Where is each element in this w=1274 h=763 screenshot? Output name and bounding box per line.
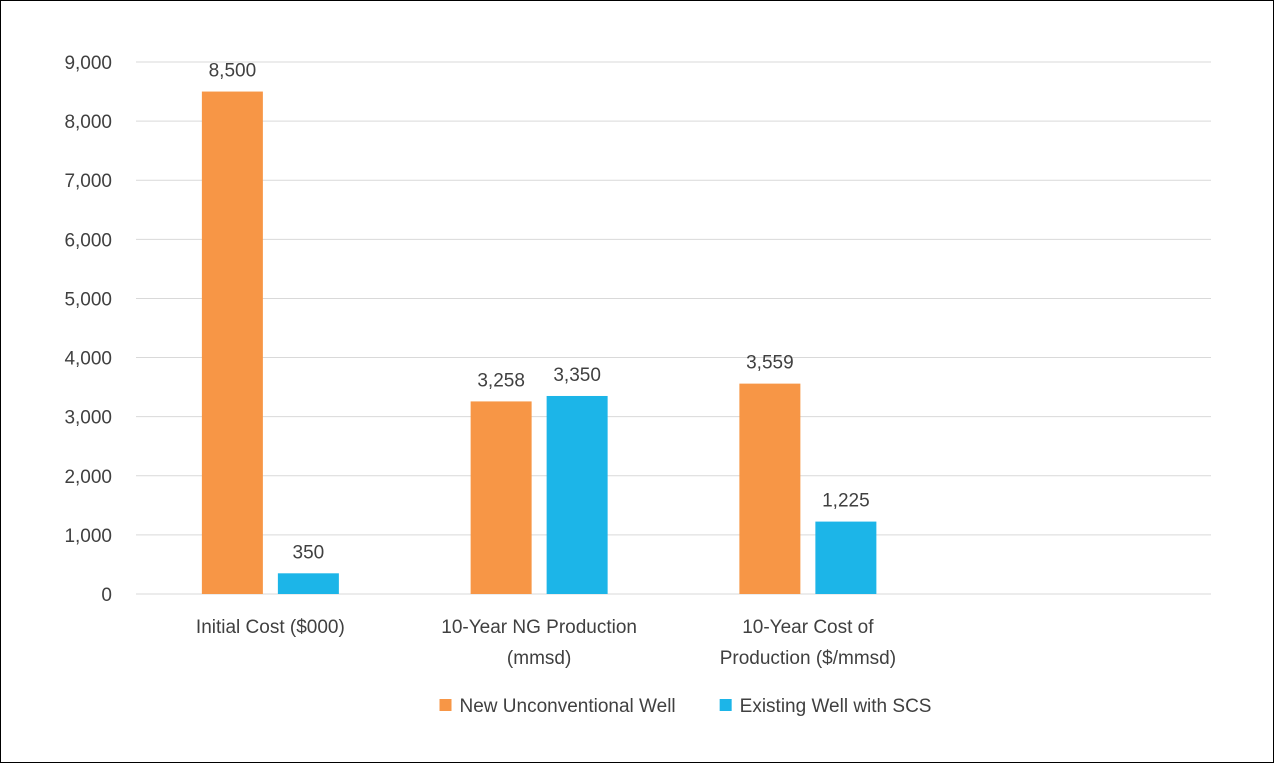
data-label: 3,258 bbox=[477, 370, 525, 391]
y-tick-label: 4,000 bbox=[64, 349, 112, 370]
legend-swatch bbox=[439, 699, 452, 711]
y-tick-label: 9,000 bbox=[64, 53, 112, 74]
data-label: 3,559 bbox=[746, 353, 794, 374]
data-labels: 8,500 350 3,258 3,350 3,559 1,225 bbox=[209, 61, 870, 564]
x-category-label: Initial Cost ($000) bbox=[196, 617, 345, 638]
y-tick-label: 6,000 bbox=[64, 230, 112, 251]
bars bbox=[201, 91, 877, 595]
data-label: 3,350 bbox=[553, 365, 601, 386]
legend-label: Existing Well with SCS bbox=[740, 696, 932, 717]
y-axis-ticks: 0 1,000 2,000 3,000 4,000 5,000 6,000 7,000 8,00… bbox=[64, 53, 112, 606]
data-label: 8,500 bbox=[209, 61, 257, 82]
bar bbox=[739, 383, 801, 594]
y-tick-label: 0 bbox=[101, 585, 112, 606]
data-label: 1,225 bbox=[822, 491, 870, 512]
x-category-label: 10-Year Cost of bbox=[742, 617, 874, 638]
bar bbox=[546, 395, 608, 594]
y-tick-label: 3,000 bbox=[64, 408, 112, 429]
x-category-label: (mmsd) bbox=[507, 648, 571, 669]
y-tick-label: 1,000 bbox=[64, 526, 112, 547]
x-category-label: 10-Year NG Production bbox=[441, 617, 637, 638]
data-label: 350 bbox=[293, 542, 325, 563]
gridlines bbox=[136, 61, 1211, 595]
x-category-label: Production ($/mmsd) bbox=[720, 648, 896, 669]
bar bbox=[201, 91, 263, 595]
legend: New Unconventional Well Existing Well wit… bbox=[439, 696, 932, 717]
y-tick-label: 8,000 bbox=[64, 112, 112, 133]
bar bbox=[815, 521, 877, 594]
y-tick-label: 5,000 bbox=[64, 289, 112, 310]
bar bbox=[277, 573, 339, 594]
legend-item: New Unconventional Well bbox=[439, 696, 676, 717]
bar bbox=[470, 401, 532, 594]
legend-swatch bbox=[719, 699, 732, 711]
legend-item: Existing Well with SCS bbox=[719, 696, 932, 717]
legend-label: New Unconventional Well bbox=[460, 696, 676, 717]
x-axis-categories: Initial Cost ($000) 10-Year NG Production… bbox=[196, 617, 896, 669]
y-tick-label: 2,000 bbox=[64, 467, 112, 488]
y-tick-label: 7,000 bbox=[64, 171, 112, 192]
